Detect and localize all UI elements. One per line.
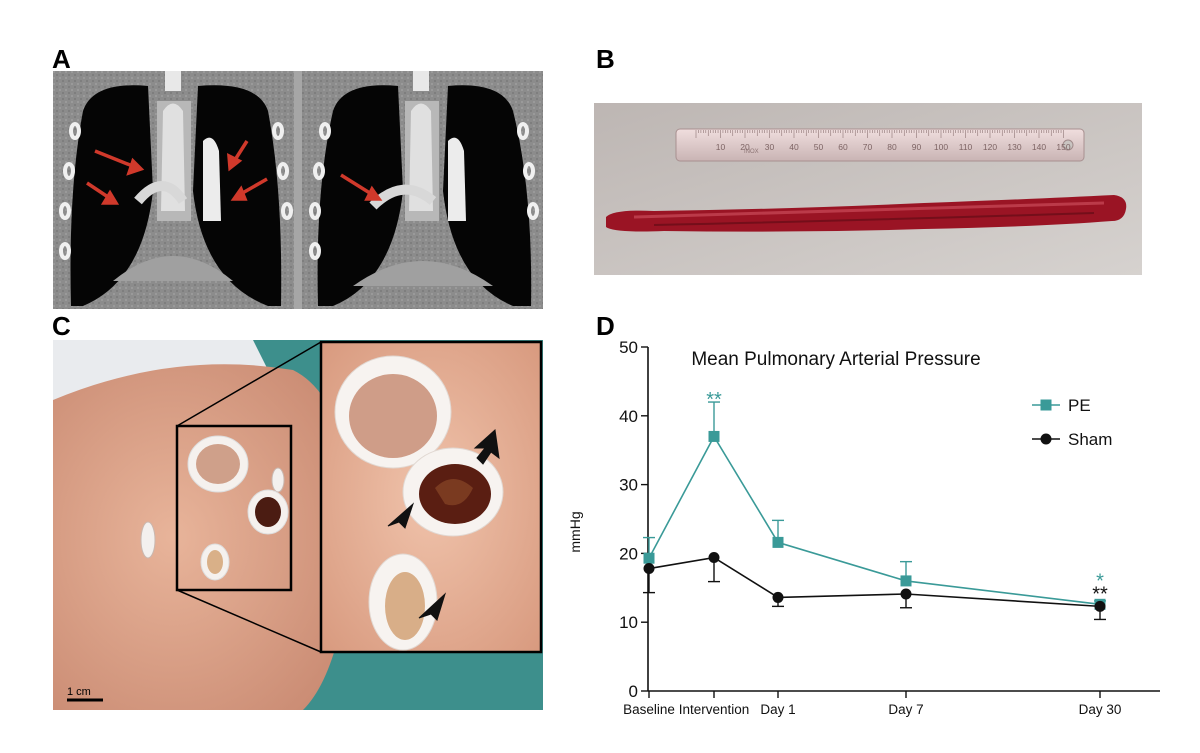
mpap-chart-panel: Mean Pulmonary Arterial Pressure mmHg 0 1… <box>560 335 1180 730</box>
clot-photo-panel: 10 20 30 40 50 60 70 80 90 100 110 120 130 140 150 INO… <box>594 103 1142 275</box>
ruler-tick-label: 90 <box>912 142 922 152</box>
panel-d-letter: D <box>596 311 615 341</box>
scale-bar-label: 1 cm <box>67 686 91 698</box>
ruler-tick-label: 110 <box>959 142 973 152</box>
legend-marker <box>1040 399 1052 411</box>
x-tick-label: Baseline <box>623 702 675 717</box>
ct-scan-image <box>53 71 543 309</box>
y-axis-label: mmHg <box>567 511 583 552</box>
chart-title: Mean Pulmonary Arterial Pressure <box>691 349 980 370</box>
data-point-pe <box>708 430 720 442</box>
chart-legend: PE Sham <box>1032 396 1112 449</box>
y-tick-label: 10 <box>619 613 638 632</box>
y-tick-label: 50 <box>619 338 638 357</box>
data-point-sham <box>772 591 784 603</box>
ruler-brand: INOX <box>744 149 759 155</box>
x-tick-label: Day 1 <box>760 702 795 717</box>
significance-marker-sham: ** <box>1092 583 1108 605</box>
data-point-pe <box>772 536 784 548</box>
data-point-pe <box>900 575 912 587</box>
ruler-tick-label: 40 <box>789 142 799 152</box>
chart-axes: 0 10 20 30 40 50 Baseline Intervention Day 1 Day … <box>619 338 1160 717</box>
y-tick-label: 30 <box>619 476 638 495</box>
data-point-sham <box>900 588 912 600</box>
x-tick-label: Day 7 <box>888 702 923 717</box>
lung-dissection-photo: 1 cm <box>53 340 543 710</box>
data-point-sham <box>708 552 720 564</box>
legend-label: Sham <box>1068 430 1112 449</box>
ruler-tick-label: 10 <box>716 142 726 152</box>
ct-scan-panel <box>53 71 543 309</box>
ruler-tick-label: 20 <box>740 142 750 152</box>
panel-b-letter: B <box>596 44 615 74</box>
x-tick-label: Intervention <box>679 702 750 717</box>
data-point-pe <box>643 552 655 564</box>
legend-label: PE <box>1068 396 1091 415</box>
y-tick-label: 0 <box>629 682 638 701</box>
ruler-ticks: 10 20 30 40 50 60 70 80 90 100 110 120 130 140 150 <box>695 130 1071 152</box>
ruler-tick-label: 60 <box>838 142 848 152</box>
data-point-sham <box>1094 600 1106 612</box>
panel-c-letter: C <box>52 311 71 341</box>
lung-dissection-panel: 1 cm <box>53 340 543 710</box>
significance-marker-pe: ** <box>706 389 722 411</box>
zoom-region-box <box>175 424 293 592</box>
y-tick-label: 20 <box>619 544 638 563</box>
panel-a-letter: A <box>52 44 71 74</box>
ruler-tick-label: 120 <box>983 142 997 152</box>
ruler-tick-label: 80 <box>887 142 897 152</box>
x-tick-label: Day 30 <box>1079 702 1122 717</box>
series-line-pe <box>648 434 1101 606</box>
mpap-chart: Mean Pulmonary Arterial Pressure mmHg 0 1… <box>567 338 1160 717</box>
ruler-tick-label: 150 <box>1056 142 1070 152</box>
data-point-sham <box>643 563 655 575</box>
ruler-tick-label: 70 <box>863 142 873 152</box>
chart-series: ***** <box>643 389 1108 621</box>
ruler-tick-label: 50 <box>814 142 824 152</box>
clot-photo: 10 20 30 40 50 60 70 80 90 100 110 120 130 140 150 INO… <box>594 103 1142 275</box>
significance-marker-pe: * <box>1096 570 1104 592</box>
ruler-tick-label: 30 <box>765 142 775 152</box>
legend-marker <box>1040 433 1052 445</box>
y-tick-label: 40 <box>619 407 638 426</box>
ruler-tick-label: 130 <box>1007 142 1021 152</box>
ruler-tick-label: 140 <box>1032 142 1046 152</box>
ruler-tick-label: 100 <box>934 142 948 152</box>
